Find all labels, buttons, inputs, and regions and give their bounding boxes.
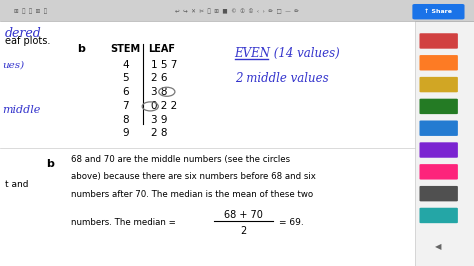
Text: 1 5 7: 1 5 7 [151, 60, 177, 70]
Text: 2: 2 [240, 226, 246, 236]
Text: 8: 8 [122, 115, 129, 125]
Bar [0, 0, 474, 21]
Text: 68 + 70: 68 + 70 [224, 210, 263, 220]
Text: 3 8: 3 8 [151, 87, 167, 97]
Text: ⊞  🖨  🔒  ⊞  🔍: ⊞ 🖨 🔒 ⊞ 🔍 [14, 8, 47, 14]
Text: t and: t and [5, 180, 28, 189]
FancyBboxPatch shape [419, 55, 458, 70]
Text: 9: 9 [122, 128, 129, 138]
Text: = 69.: = 69. [279, 218, 303, 227]
Text: 2 middle values: 2 middle values [235, 72, 328, 85]
Text: numbers. The median =: numbers. The median = [71, 218, 176, 227]
Text: above) because there are six numbers before 68 and six: above) because there are six numbers bef… [71, 172, 316, 181]
FancyBboxPatch shape [419, 208, 458, 223]
Text: b: b [46, 159, 54, 169]
Text: numbers after 70. The median is the mean of these two: numbers after 70. The median is the mean… [71, 190, 313, 199]
FancyBboxPatch shape [419, 99, 458, 114]
FancyBboxPatch shape [419, 142, 458, 158]
Text: STEM: STEM [110, 44, 141, 54]
Text: 6: 6 [122, 87, 129, 97]
FancyBboxPatch shape [419, 33, 458, 49]
Text: EVEN (14 values): EVEN (14 values) [235, 47, 340, 60]
Text: 7: 7 [122, 101, 129, 111]
Bar [0, 21, 415, 266]
Text: b: b [77, 44, 84, 54]
Text: 68 and 70 are the middle numbers (see the circles: 68 and 70 are the middle numbers (see th… [71, 155, 290, 164]
FancyBboxPatch shape [419, 77, 458, 92]
Text: ues): ues) [2, 61, 25, 70]
Bar [415, 21, 474, 266]
FancyBboxPatch shape [412, 4, 465, 19]
Text: 5: 5 [122, 73, 129, 84]
FancyBboxPatch shape [419, 186, 458, 201]
Text: middle: middle [2, 105, 41, 115]
Text: dered: dered [5, 27, 42, 40]
Text: eaf plots.: eaf plots. [5, 36, 50, 46]
FancyBboxPatch shape [419, 164, 458, 180]
Text: 2 6: 2 6 [151, 73, 167, 84]
Text: 4: 4 [122, 60, 129, 70]
Text: 0 2 2: 0 2 2 [151, 101, 177, 111]
Text: ↑ Share: ↑ Share [424, 9, 453, 14]
Text: LEAF: LEAF [148, 44, 174, 54]
Text: ◀: ◀ [435, 242, 442, 251]
Text: 3 9: 3 9 [151, 115, 167, 125]
Text: ↩  ↪  ✕  ✂  📋  ⊞  ■  ©  ①  ①  ‹  ›  ✏  □  —  ✏: ↩ ↪ ✕ ✂ 📋 ⊞ ■ © ① ① ‹ › ✏ □ — ✏ [175, 8, 299, 14]
FancyBboxPatch shape [419, 120, 458, 136]
Text: 2 8: 2 8 [151, 128, 167, 138]
